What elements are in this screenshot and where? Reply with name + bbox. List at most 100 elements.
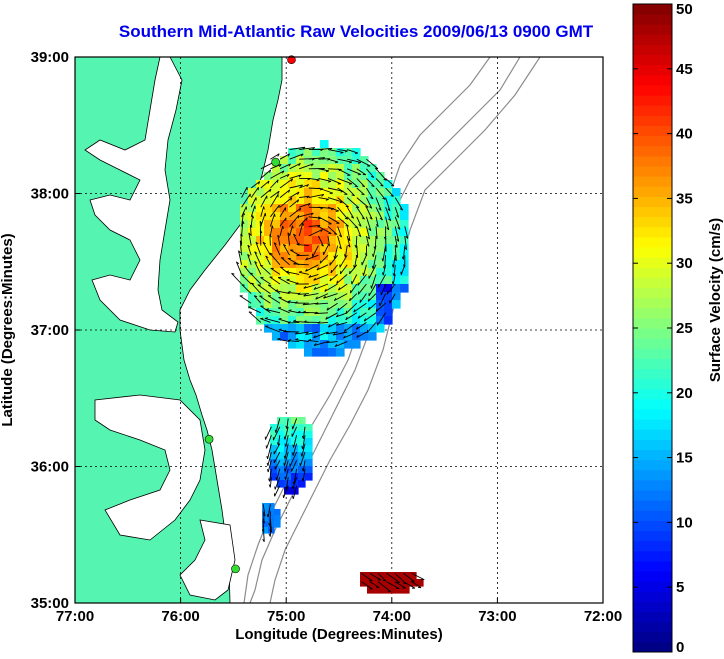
velocity-cell [264,204,273,213]
velocity-vector-head [375,308,378,312]
velocity-vector-head [378,208,382,211]
velocity-vector [385,197,391,211]
velocity-vector [313,341,329,346]
velocity-vector-head [316,267,320,271]
velocity-vector [375,216,379,227]
velocity-vector [327,187,344,192]
velocity-cell [304,284,313,293]
velocity-vector [337,216,349,227]
velocity-cell [277,466,285,474]
velocity-cell [328,308,337,317]
velocity-cell [400,236,409,245]
velocity-cell [376,228,385,237]
velocity-cell [392,276,401,285]
velocity-cell [277,452,285,460]
velocity-vector [349,264,358,275]
velocity-vector [270,163,282,170]
velocity-cell [284,445,292,453]
velocity-vector [386,573,400,583]
velocity-cell [328,164,337,173]
velocity-vector-head [368,228,372,232]
velocity-vector [273,451,281,464]
velocity-vector-head [361,193,365,196]
velocity-vector [247,254,252,265]
velocity-cell [352,180,361,189]
velocity-vector [259,264,271,275]
velocity-vector-head [236,261,240,265]
velocity-vector [318,177,332,182]
velocity-cell [304,324,313,333]
velocity-vector-head [349,270,351,275]
velocity-cell [298,431,306,439]
velocity-vector [279,153,290,160]
velocity-cell [248,236,257,245]
velocity-cell [264,220,273,229]
velocity-cell [400,212,409,221]
velocity-vector [279,173,290,179]
velocity-vector-head [354,244,357,248]
velocity-vector-head [298,270,303,273]
velocity-cell [280,244,289,253]
velocity-vector [299,184,309,189]
velocity-cell [360,579,368,587]
velocity-vector [389,293,396,304]
velocity-cell [384,220,393,229]
velocity-vector-head [391,281,394,285]
velocity-vector [260,180,270,189]
velocity-vector-head [354,152,358,155]
velocity-vector-head [300,453,303,457]
velocity-vector-head [297,215,300,219]
velocity-vector [273,443,281,455]
velocity-cell [304,148,313,157]
velocity-vector-head [278,318,282,320]
velocity-cell [395,572,403,580]
velocity-vector-head [277,191,280,195]
velocity-cell [288,164,297,173]
velocity-vector [299,212,314,218]
velocity-vector [346,226,351,241]
velocity-cell [352,268,361,277]
velocity-cell [264,180,273,189]
velocity-vector-head [316,179,320,182]
velocity-cell [264,244,273,253]
velocity-vector-head [266,462,269,466]
velocity-cell [384,316,393,325]
velocity-vector-head [325,170,330,173]
velocity-vector-head [286,270,290,273]
velocity-vector [327,149,344,153]
velocity-vector [365,216,372,231]
velocity-cell [344,260,353,269]
velocity-cell [272,284,281,293]
velocity-cell [384,244,393,253]
velocity-cell [360,220,369,229]
velocity-vector [279,189,290,198]
velocity-cell [400,284,409,293]
velocity-vector [336,274,348,284]
velocity-vector-head [367,306,370,311]
velocity-vector [337,226,343,238]
velocity-cell [264,284,273,293]
velocity-cell [352,244,361,253]
velocity-cell [367,572,375,580]
velocity-vector-head [386,291,389,295]
velocity-vector-head [326,307,329,311]
velocity-vector-head [294,331,298,335]
velocity-vector-head [334,344,338,347]
velocity-cell [277,459,285,467]
velocity-vector [377,274,386,288]
velocity-vector-head [344,217,348,220]
velocity-cell [288,228,297,237]
velocity-vector [363,264,367,276]
velocity-vector [254,261,262,275]
velocity-vector-head [269,188,272,193]
velocity-cell [262,509,269,516]
velocity-vector [334,293,348,301]
velocity-cell [304,292,313,301]
velocity-vector-head [361,185,365,188]
velocity-vector [269,518,272,533]
velocity-cell [312,220,321,229]
velocity-cell [336,324,345,333]
velocity-vector [289,184,303,189]
velocity-vector-head [323,295,326,299]
